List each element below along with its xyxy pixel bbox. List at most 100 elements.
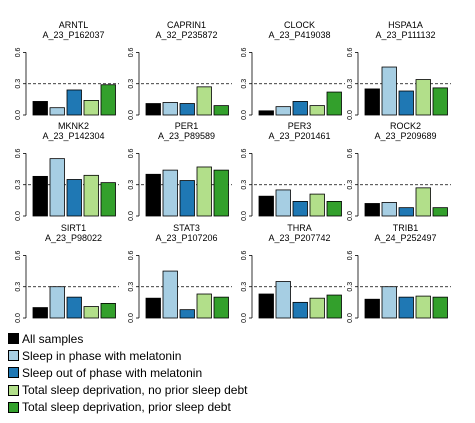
- bar: [100, 84, 116, 116]
- bar: [179, 309, 195, 319]
- y-tick-label: 0.0: [128, 211, 135, 221]
- bar: [275, 106, 291, 116]
- bar: [32, 101, 48, 116]
- y-tick-label: 0.3: [128, 180, 135, 190]
- panel-gene-label: TRIB1: [393, 223, 419, 233]
- y-tick-label: 0.0: [347, 211, 354, 221]
- bar: [49, 158, 65, 217]
- bar: [179, 180, 195, 217]
- bar: [162, 270, 178, 319]
- panel-gene-label: CAPRIN1: [167, 20, 206, 30]
- legend-item: Total sleep deprivation, no prior sleep …: [8, 382, 247, 399]
- panel-gene-label: ARNTL: [59, 20, 89, 30]
- panel-probe-label: A_23_P142304: [42, 131, 104, 141]
- bar: [381, 202, 397, 217]
- y-tick-label: 0.6: [15, 250, 22, 260]
- panel-gene-label: MKNK2: [58, 121, 89, 131]
- bar: [398, 296, 414, 319]
- panel-gene-label: PER3: [288, 121, 312, 131]
- legend-swatch: [8, 333, 19, 345]
- y-tick-label: 0.3: [241, 282, 248, 292]
- bar: [162, 169, 178, 217]
- legend-swatch: [8, 367, 19, 379]
- bar: [326, 200, 342, 217]
- y-tick-label: 0.0: [15, 313, 22, 323]
- panel-gene-label: CLOCK: [284, 20, 315, 30]
- bar: [326, 294, 342, 319]
- legend-item: Sleep out of phase with melatonin: [8, 364, 247, 381]
- y-tick-label: 0.3: [241, 79, 248, 89]
- bar: [292, 101, 308, 116]
- y-tick-label: 0.6: [128, 148, 135, 158]
- bar: [258, 110, 274, 116]
- y-tick-label: 0.3: [128, 282, 135, 292]
- panel-probe-label: A_23_P89589: [158, 131, 215, 141]
- bar: [292, 301, 308, 319]
- bar: [309, 105, 325, 116]
- y-tick-label: 0.3: [347, 282, 354, 292]
- y-tick-label: 0.0: [347, 313, 354, 323]
- panel-gene-label: PER1: [175, 121, 199, 131]
- bar: [32, 175, 48, 217]
- y-tick-label: 0.6: [15, 47, 22, 57]
- bar: [326, 91, 342, 116]
- y-tick-label: 0.6: [347, 148, 354, 158]
- legend-swatch: [8, 401, 19, 413]
- bar: [196, 166, 212, 217]
- legend-label: Sleep out of phase with melatonin: [22, 365, 203, 380]
- bar: [83, 174, 99, 217]
- legend-item: Sleep in phase with melatonin: [8, 347, 247, 364]
- legend-item: All samples: [8, 330, 247, 347]
- bar: [83, 306, 99, 319]
- bar: [66, 296, 82, 319]
- bar: [415, 79, 431, 116]
- bar: [258, 195, 274, 217]
- y-tick-label: 0.0: [241, 110, 248, 120]
- panel-gene-label: THRA: [287, 223, 312, 233]
- bar: [196, 86, 212, 116]
- bar: [432, 87, 448, 116]
- panel-gene-label: STAT3: [173, 223, 200, 233]
- bar: [364, 298, 380, 319]
- y-tick-label: 0.0: [15, 110, 22, 120]
- bar: [145, 297, 161, 319]
- y-tick-label: 0.3: [15, 180, 22, 190]
- bar: [32, 307, 48, 319]
- y-tick-label: 0.6: [347, 250, 354, 260]
- y-tick-label: 0.6: [241, 47, 248, 57]
- y-tick-label: 0.3: [241, 180, 248, 190]
- bar: [66, 89, 82, 116]
- panel-probe-label: A_23_P419038: [268, 30, 330, 40]
- bar: [213, 296, 229, 319]
- bar: [49, 107, 65, 116]
- bar: [381, 66, 397, 116]
- bar: [213, 105, 229, 116]
- y-tick-label: 0.0: [347, 110, 354, 120]
- y-tick-label: 0.3: [128, 79, 135, 89]
- legend: All samples Sleep in phase with melatonin…: [8, 330, 247, 416]
- bar: [179, 103, 195, 116]
- bar: [145, 173, 161, 217]
- y-tick-label: 0.6: [15, 148, 22, 158]
- bar: [275, 189, 291, 217]
- panel-probe-label: A_23_P209689: [374, 131, 436, 141]
- y-tick-label: 0.6: [128, 47, 135, 57]
- panel-gene-label: HSPA1A: [388, 20, 423, 30]
- y-tick-label: 0.0: [128, 110, 135, 120]
- y-tick-label: 0.3: [347, 180, 354, 190]
- legend-label: Total sleep deprivation, prior sleep deb…: [22, 400, 231, 415]
- bar: [100, 182, 116, 217]
- y-tick-label: 0.0: [241, 211, 248, 221]
- bar: [213, 169, 229, 217]
- panel-probe-label: A_23_P201461: [268, 131, 330, 141]
